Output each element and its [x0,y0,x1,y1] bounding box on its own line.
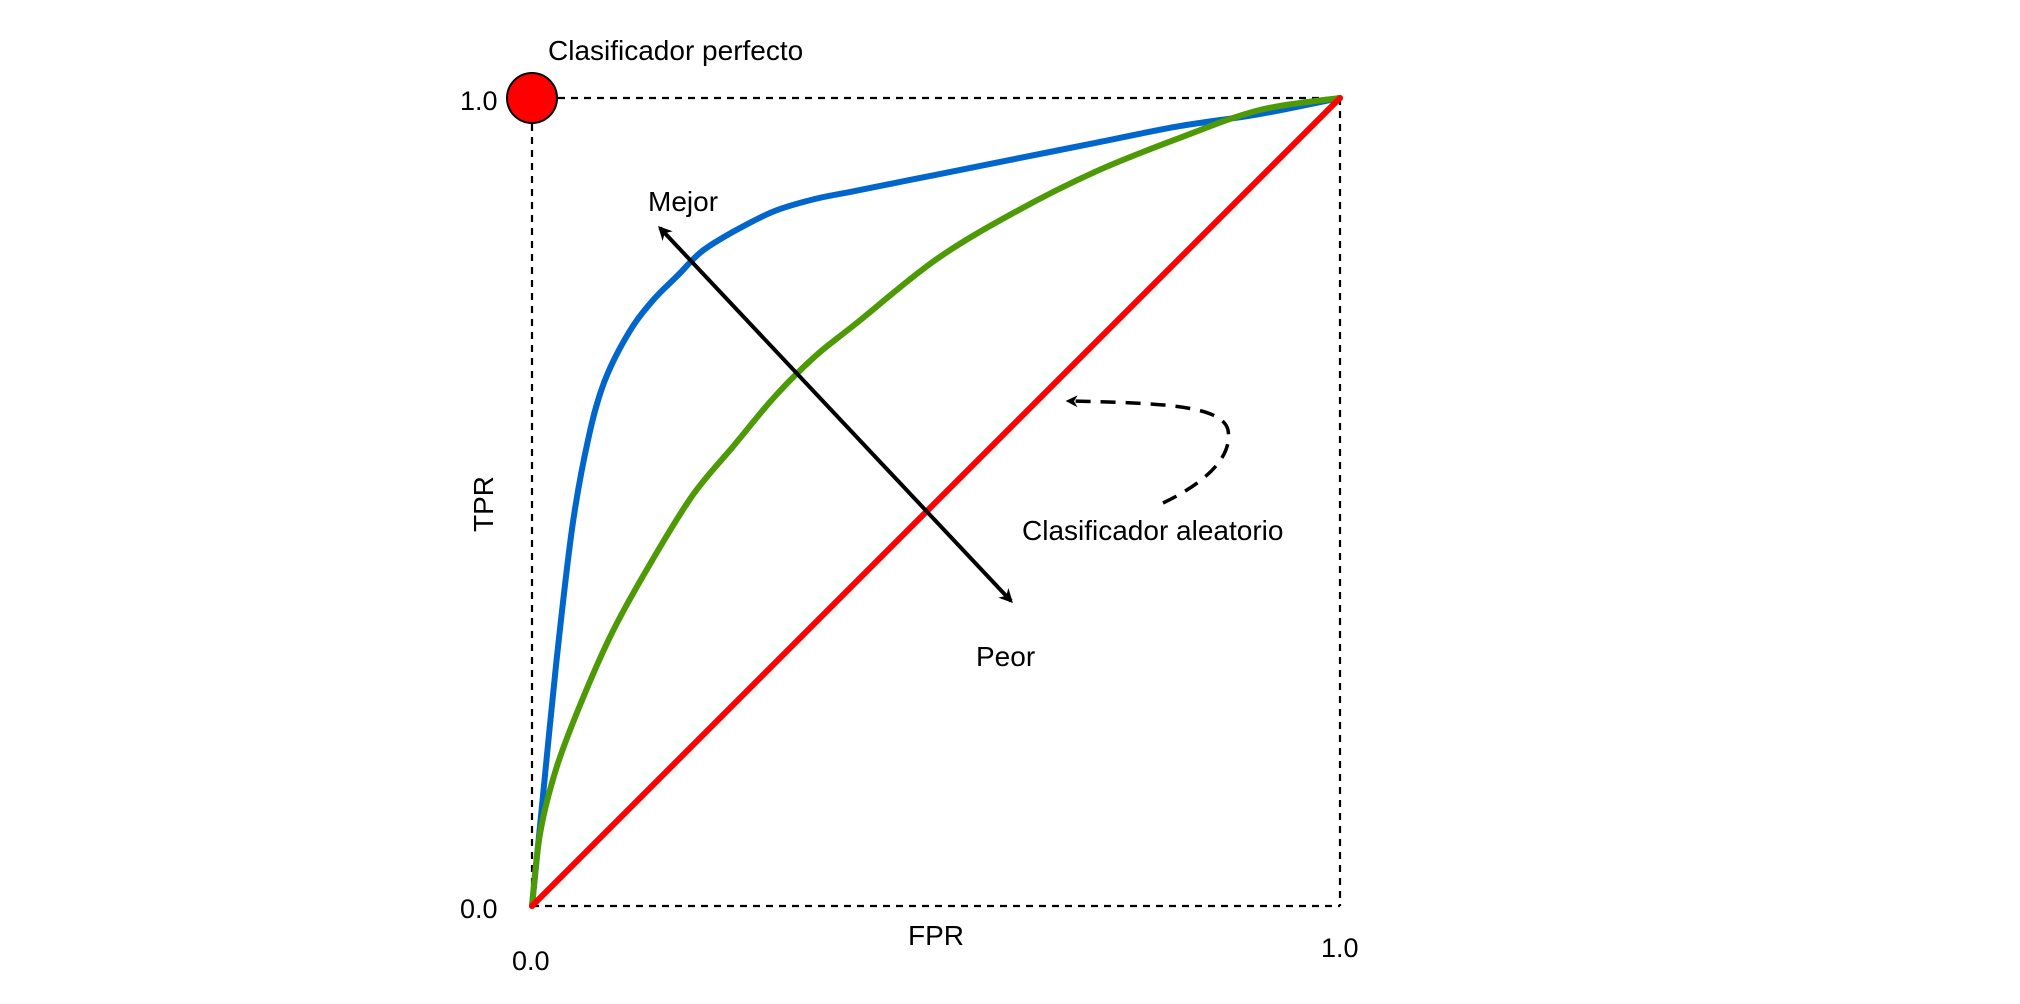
roc-curve-random-diagonal [529,95,1343,909]
better-worse-arrow [658,225,1013,604]
points-group [506,72,558,124]
y-axis-label: TPR [468,476,499,532]
plot-frame [530,96,1342,908]
better-label: Mejor [648,186,718,217]
y-tick-label-1: 1.0 [460,86,498,116]
series-group [529,95,1343,909]
worse-label: Peor [976,641,1035,672]
random-classifier-label: Clasificador aleatorio [1022,515,1283,546]
perfect-classifier-point [506,72,558,124]
x-axis-label: FPR [908,920,964,951]
y-tick-label-0: 0.0 [460,894,498,924]
x-tick-label-0: 0.0 [512,946,550,976]
random-classifier-arrow [1065,395,1231,505]
perfect-classifier-label: Clasificador perfecto [548,35,803,66]
x-tick-label-1: 1.0 [1321,933,1359,963]
